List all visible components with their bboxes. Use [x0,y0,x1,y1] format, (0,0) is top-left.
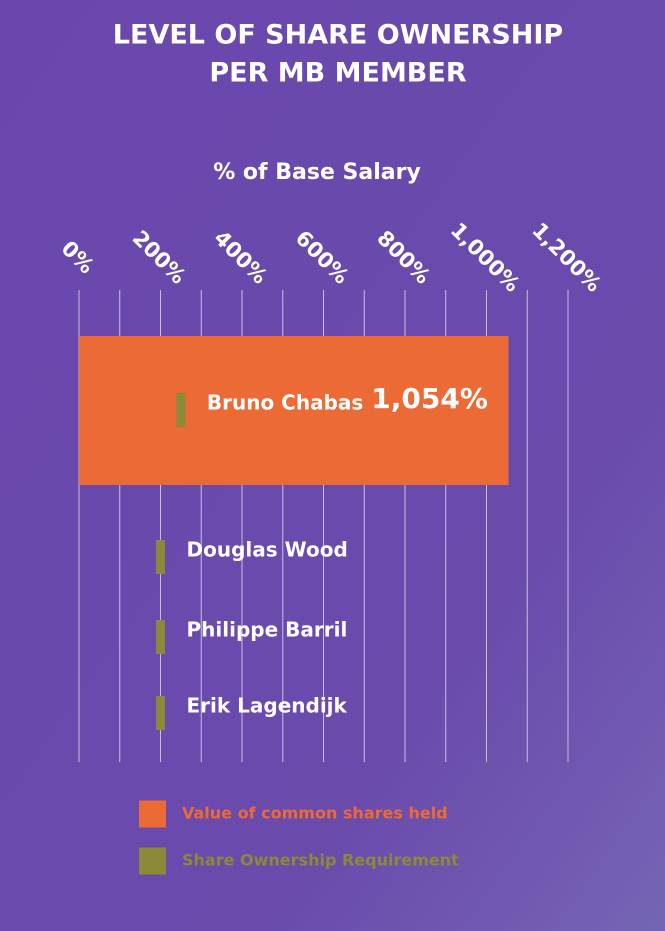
legend-label: Share Ownership Requirement [182,851,459,870]
legend-label: Value of common shares held [182,804,448,823]
legend-swatch [139,847,166,875]
requirement-marker [176,393,186,427]
category-label: Erik Lagendijk [187,694,348,718]
value-label: 1,054% [371,382,488,415]
requirement-marker [156,540,165,574]
chart-title: LEVEL OF SHARE OWNERSHIP [113,20,563,51]
legend-swatch [139,800,166,828]
axis-title: % of Base Salary [213,160,421,185]
category-label: Philippe Barril [187,618,348,642]
chart-title: PER MB MEMBER [209,58,466,89]
bar [79,336,509,485]
requirement-marker [156,620,165,654]
category-label: Douglas Wood [187,538,348,562]
category-label: Bruno Chabas [207,391,363,415]
requirement-marker [156,696,165,730]
